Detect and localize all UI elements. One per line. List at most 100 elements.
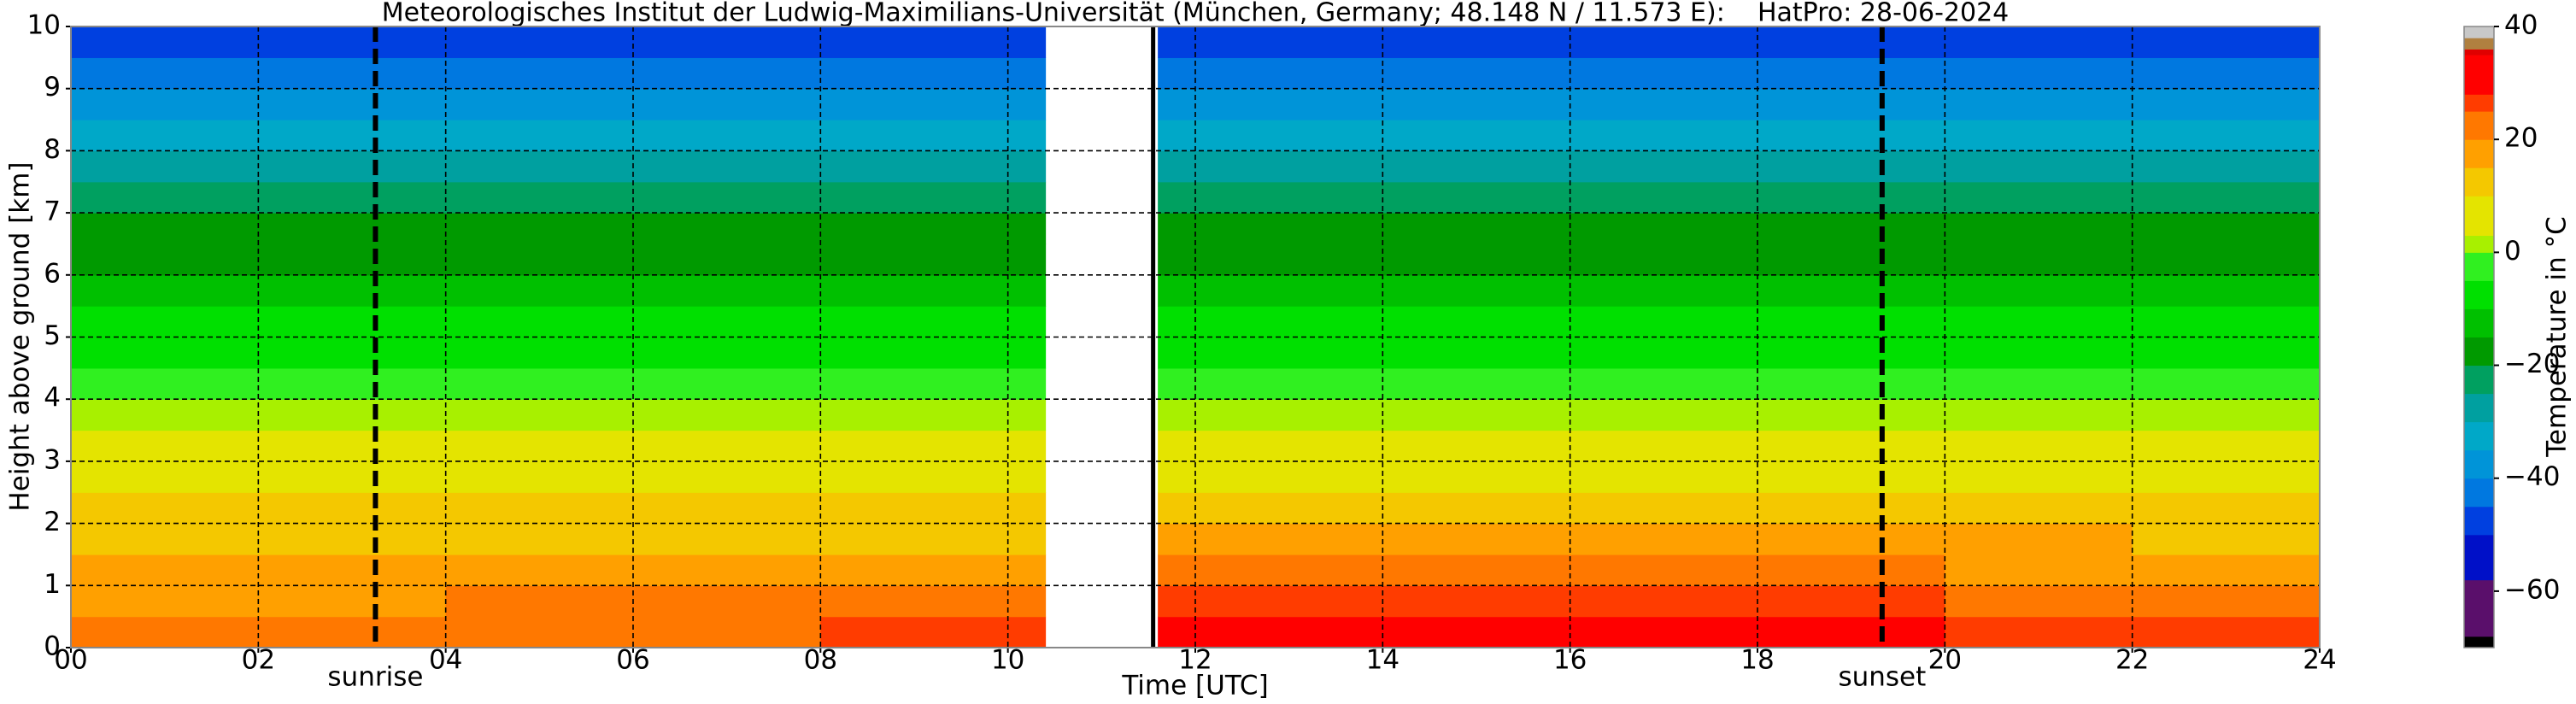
heatmap-cell xyxy=(445,88,634,120)
heatmap-cell xyxy=(1195,585,1383,618)
heatmap-cell xyxy=(445,616,634,648)
heatmap-cell xyxy=(445,337,634,369)
heatmap-cell xyxy=(1007,306,1047,338)
heatmap-cell xyxy=(445,306,634,338)
x-tick-label: 06 xyxy=(616,645,649,676)
heatmap-cell xyxy=(71,181,259,214)
heatmap-cell xyxy=(1007,492,1047,525)
heatmap-cell xyxy=(633,213,821,245)
heatmap-cell xyxy=(1382,461,1571,493)
heatmap-cell xyxy=(1570,26,1758,58)
heatmap-cell xyxy=(258,399,447,431)
heatmap-cell xyxy=(1158,243,1196,276)
heatmap-cell xyxy=(820,523,1009,555)
heatmap-cell xyxy=(1570,430,1758,462)
heatmap-cell xyxy=(2132,430,2321,462)
heatmap-cell xyxy=(633,585,821,618)
heatmap-cell xyxy=(1757,120,1945,151)
colorbar-segment xyxy=(2464,252,2494,281)
heatmap-cell xyxy=(71,88,259,120)
colorbar-tick-label: 20 xyxy=(2504,123,2538,154)
colorbar-frame xyxy=(2463,26,2495,648)
x-tick-label: 00 xyxy=(54,645,87,676)
heatmap-cell xyxy=(820,399,1009,431)
heatmap-cell xyxy=(445,181,634,214)
heatmap-cell xyxy=(445,367,634,400)
heatmap-cell xyxy=(1007,461,1047,493)
x-tick-label: 24 xyxy=(2303,645,2336,676)
heatmap-cell xyxy=(1570,399,1758,431)
heatmap-cell xyxy=(1195,213,1383,245)
heatmap-cell xyxy=(1195,274,1383,307)
heatmap-cell xyxy=(71,367,259,400)
heatmap-cell xyxy=(1382,523,1571,555)
colorbar-segment xyxy=(2464,365,2494,395)
heatmap-cell xyxy=(445,523,634,555)
heatmap-cell xyxy=(71,399,259,431)
heatmap-cell xyxy=(633,26,821,58)
heatmap-cell xyxy=(1195,367,1383,400)
heatmap-cell xyxy=(1945,337,2133,369)
heatmap-cell xyxy=(258,26,447,58)
heatmap-cell xyxy=(2132,616,2321,648)
heatmap-cell xyxy=(1570,523,1758,555)
colorbar-segment xyxy=(2464,280,2494,309)
heatmap-cell xyxy=(1158,367,1196,400)
heatmap-cell xyxy=(1382,150,1571,183)
x-tick-label: 10 xyxy=(991,645,1024,676)
heatmap-cell xyxy=(1945,492,2133,525)
heatmap-cell xyxy=(445,492,634,525)
heatmap-cell xyxy=(258,367,447,400)
heatmap-cell xyxy=(820,26,1009,58)
heatmap-cell xyxy=(1757,554,1945,586)
heatmap-cell xyxy=(2132,243,2321,276)
heatmap-cell xyxy=(1195,306,1383,338)
heatmap-cell xyxy=(1382,57,1571,90)
heatmap-cell xyxy=(1945,430,2133,462)
heatmap-cell xyxy=(1570,616,1758,648)
heatmap-cell xyxy=(1382,554,1571,586)
x-tick-label: 20 xyxy=(1928,645,1962,676)
heatmap-cell xyxy=(1382,430,1571,462)
heatmap-cell xyxy=(258,243,447,276)
heatmap-cell xyxy=(1945,367,2133,400)
heatmap-cell xyxy=(1158,88,1196,120)
heatmap-cell xyxy=(1007,26,1047,58)
heatmap-cell xyxy=(2132,213,2321,245)
heatmap-cell xyxy=(71,306,259,338)
heatmap-cell xyxy=(820,88,1009,120)
colorbar-segment xyxy=(2464,478,2494,507)
heatmap-cell xyxy=(1945,306,2133,338)
annotation-label: sunset xyxy=(1838,662,1926,693)
heatmap-cell xyxy=(1757,399,1945,431)
heatmap-cell xyxy=(2132,88,2321,120)
heatmap-cell xyxy=(1945,213,2133,245)
heatmap-cell xyxy=(1007,57,1047,90)
heatmap-cell xyxy=(71,150,259,183)
heatmap-cell xyxy=(445,243,634,276)
heatmap-cell xyxy=(445,120,634,151)
heatmap-cell xyxy=(2132,367,2321,400)
heatmap-cell xyxy=(1007,243,1047,276)
heatmap-cell xyxy=(1382,367,1571,400)
heatmap-cell xyxy=(2132,337,2321,369)
heatmap-cell xyxy=(258,616,447,648)
y-tick-label: 8 xyxy=(44,134,61,165)
heatmap-cell xyxy=(820,213,1009,245)
heatmap-cell xyxy=(1382,213,1571,245)
heatmap-cell xyxy=(633,120,821,151)
heatmap-cell xyxy=(1382,243,1571,276)
heatmap-cell xyxy=(1007,274,1047,307)
heatmap-cell xyxy=(2132,461,2321,493)
heatmap-cell xyxy=(2132,492,2321,525)
heatmap-cell xyxy=(633,181,821,214)
colorbar-label: Temperature in °C xyxy=(2542,216,2573,457)
y-tick-label: 2 xyxy=(44,507,61,537)
heatmap-cell xyxy=(1570,57,1758,90)
heatmap-cell xyxy=(1007,150,1047,183)
colorbar-segment xyxy=(2464,636,2494,648)
heatmap-cell xyxy=(1158,150,1196,183)
heatmap-cell xyxy=(1757,492,1945,525)
heatmap-cell xyxy=(1757,88,1945,120)
heatmap-cell xyxy=(1007,213,1047,245)
